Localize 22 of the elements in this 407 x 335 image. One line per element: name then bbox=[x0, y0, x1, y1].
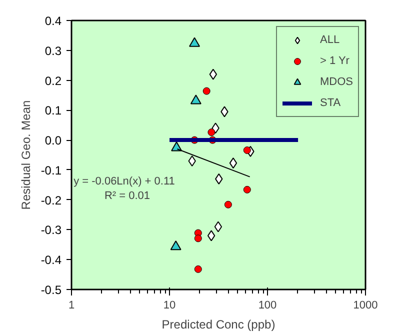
x-tick-label: 1000 bbox=[353, 300, 378, 312]
x-tick-label: 10 bbox=[163, 300, 176, 312]
y-tick-label: -0.2 bbox=[40, 193, 62, 208]
legend-label: > 1 Yr bbox=[320, 54, 350, 69]
y-tick-label: 0.4 bbox=[44, 14, 62, 28]
legend-label: MDOS bbox=[320, 75, 353, 90]
y-tick-label: 0.1 bbox=[44, 104, 62, 118]
y-tick-label: 0.2 bbox=[44, 74, 62, 88]
y-tick-label: -0.3 bbox=[40, 223, 62, 238]
y-axis-title: Residual Geo. Mean bbox=[18, 100, 33, 210]
legend-label: STA bbox=[320, 96, 341, 111]
y-tick-label: -0.1 bbox=[40, 163, 62, 178]
y-tick-label: 0.3 bbox=[44, 44, 62, 58]
x-tick-label: 1 bbox=[68, 300, 75, 312]
annotation: R² = 0.01 bbox=[104, 190, 150, 202]
x-tick-label: 100 bbox=[258, 300, 277, 312]
legend-label: ALL bbox=[320, 33, 340, 48]
annotation: y = -0.06Ln(x) + 0.11 bbox=[74, 175, 175, 188]
y-tick-label: -0.5 bbox=[40, 283, 62, 297]
x-axis-title: Predicted Conc (ppb) bbox=[162, 318, 276, 332]
y-tick-label: -0.4 bbox=[40, 253, 62, 268]
y-tick-label: 0.0 bbox=[44, 134, 62, 148]
